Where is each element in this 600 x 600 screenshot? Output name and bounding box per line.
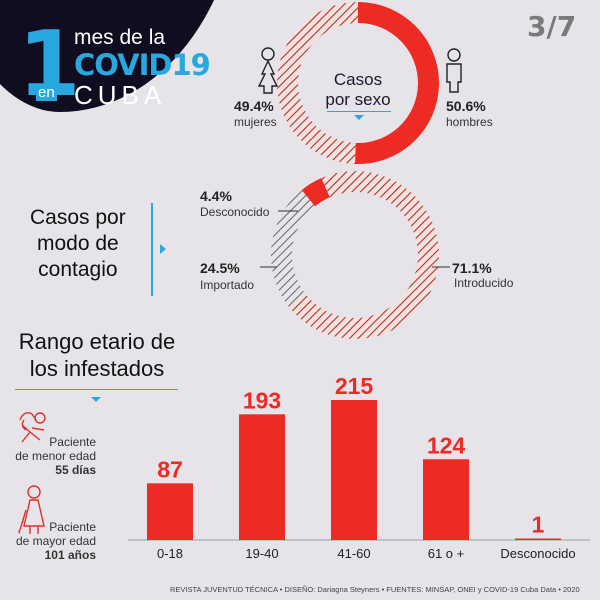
- bar-chart: 87 0-18 193 19-40 215 41-60 124 61 o + 1 Desconoc…: [128, 373, 590, 561]
- sexo-title-line2: por sexo: [325, 90, 391, 109]
- rango-underline: [15, 389, 178, 390]
- footer-credits: REVISTA JUVENTUD TÉCNICA • DISEÑO: Daria…: [170, 585, 580, 594]
- female-icon: [257, 47, 279, 94]
- rango-title-line2: los infestados: [29, 356, 165, 381]
- contagio-title-line2: modo de: [36, 232, 119, 255]
- baby-icon: [19, 412, 46, 443]
- page-indicator: 3/7: [527, 10, 577, 43]
- bar-Desconocido: [515, 538, 561, 540]
- contagio-title-line1: Casos por: [30, 206, 126, 229]
- desconocido-percentage: 4.4%: [200, 188, 232, 204]
- donut-slice-mujeres: [276, 2, 358, 164]
- donut-slice-desconocido: [301, 178, 330, 207]
- rango-title: Rango etario de los infestados: [12, 328, 182, 382]
- mayor-edad-text: Paciente de mayor edad 101 años: [10, 520, 96, 562]
- sexo-title-line1: Casos: [333, 70, 383, 89]
- donut-slice-importado: [271, 190, 315, 307]
- header-line3: CUBA: [74, 80, 167, 110]
- bar-value-label: 124: [427, 432, 466, 458]
- sexo-title: Casos por sexo: [318, 70, 398, 110]
- header-line1: mes de la: [74, 26, 166, 49]
- bar-41-60: [331, 400, 377, 540]
- female-label: mujeres: [234, 115, 277, 129]
- menor-edad-text: Paciente de menor edad 55 días: [10, 435, 96, 477]
- x-tick-label: 0-18: [157, 546, 183, 561]
- header-line2: COVID19: [74, 48, 211, 82]
- male-icon: [446, 48, 462, 93]
- bar-61 o +: [423, 459, 469, 540]
- header-en: en: [36, 84, 57, 101]
- menor-line2: de menor edad: [15, 449, 96, 463]
- male-percentage: 50.6%: [446, 98, 486, 114]
- rango-title-line1: Rango etario de: [18, 329, 176, 354]
- introducido-percentage: 71.1%: [452, 260, 492, 276]
- female-percentage: 49.4%: [234, 98, 274, 114]
- mayor-value: 101 años: [44, 548, 96, 562]
- bar-value-label: 1: [532, 512, 545, 538]
- menor-line1: Paciente: [49, 435, 96, 449]
- introducido-label: Introducido: [454, 276, 514, 290]
- elderly-icon: [18, 485, 45, 534]
- bar-0-18: [147, 483, 193, 540]
- contagio-title: Casos por modo de contagio: [30, 205, 126, 283]
- desconocido-label: Desconocido: [200, 205, 270, 219]
- menor-value: 55 días: [55, 463, 96, 477]
- contagio-title-line3: contagio: [38, 258, 118, 281]
- x-tick-label: 41-60: [337, 546, 370, 561]
- x-tick-label: Desconocido: [500, 546, 575, 561]
- importado-label: Importado: [200, 278, 255, 292]
- mayor-line2: de mayor edad: [15, 534, 96, 548]
- sexo-underline: [327, 111, 391, 112]
- donut-sexo: [276, 2, 439, 164]
- donut-slice-hombres: [354, 2, 439, 164]
- x-tick-label: 19-40: [245, 546, 278, 561]
- x-tick-label: 61 o +: [428, 546, 465, 561]
- contagio-arrow-icon: [160, 244, 166, 254]
- bar-value-label: 87: [157, 456, 183, 482]
- bar-19-40: [239, 414, 285, 540]
- bar-value-label: 193: [243, 387, 281, 413]
- mayor-line1: Paciente: [49, 520, 96, 534]
- bar-value-label: 215: [335, 373, 374, 399]
- importado-percentage: 24.5%: [200, 260, 240, 276]
- male-label: hombres: [446, 115, 493, 129]
- rango-arrow-icon: [91, 397, 101, 402]
- contagio-divider: [151, 203, 153, 296]
- donut-contagio: [271, 171, 439, 339]
- sexo-arrow-icon: [354, 115, 364, 120]
